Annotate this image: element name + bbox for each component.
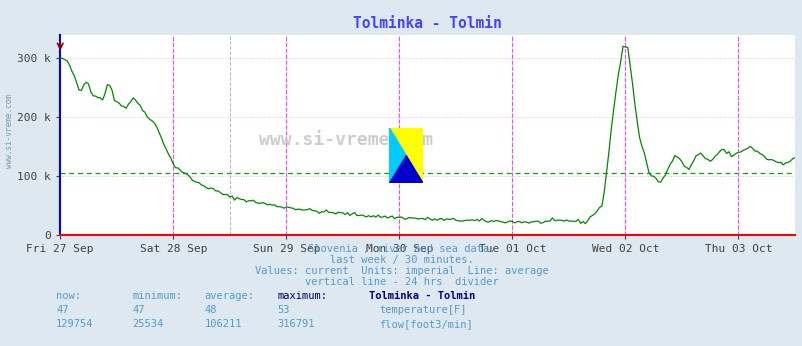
Polygon shape — [389, 156, 423, 183]
Text: Values: current  Units: imperial  Line: average: Values: current Units: imperial Line: av… — [254, 266, 548, 276]
Text: last week / 30 minutes.: last week / 30 minutes. — [329, 255, 473, 265]
Text: flow[foot3/min]: flow[foot3/min] — [379, 319, 472, 329]
Text: minimum:: minimum: — [132, 291, 182, 301]
Text: 47: 47 — [132, 305, 145, 315]
Text: maximum:: maximum: — [277, 291, 326, 301]
Text: Slovenia / river and sea data.: Slovenia / river and sea data. — [307, 244, 495, 254]
Text: 129754: 129754 — [56, 319, 94, 329]
Text: average:: average: — [205, 291, 254, 301]
Text: 53: 53 — [277, 305, 290, 315]
Title: Tolminka - Tolmin: Tolminka - Tolmin — [353, 16, 501, 31]
Text: 25534: 25534 — [132, 319, 164, 329]
Text: now:: now: — [56, 291, 81, 301]
Text: www.si-vreme.com: www.si-vreme.com — [5, 94, 14, 169]
Text: 316791: 316791 — [277, 319, 314, 329]
Text: 48: 48 — [205, 305, 217, 315]
Text: temperature[F]: temperature[F] — [379, 305, 466, 315]
Text: Tolminka - Tolmin: Tolminka - Tolmin — [369, 291, 475, 301]
Text: www.si-vreme.com: www.si-vreme.com — [258, 131, 432, 149]
Polygon shape — [389, 128, 406, 183]
Text: vertical line - 24 hrs  divider: vertical line - 24 hrs divider — [304, 277, 498, 287]
Text: 47: 47 — [56, 305, 69, 315]
Text: 106211: 106211 — [205, 319, 242, 329]
